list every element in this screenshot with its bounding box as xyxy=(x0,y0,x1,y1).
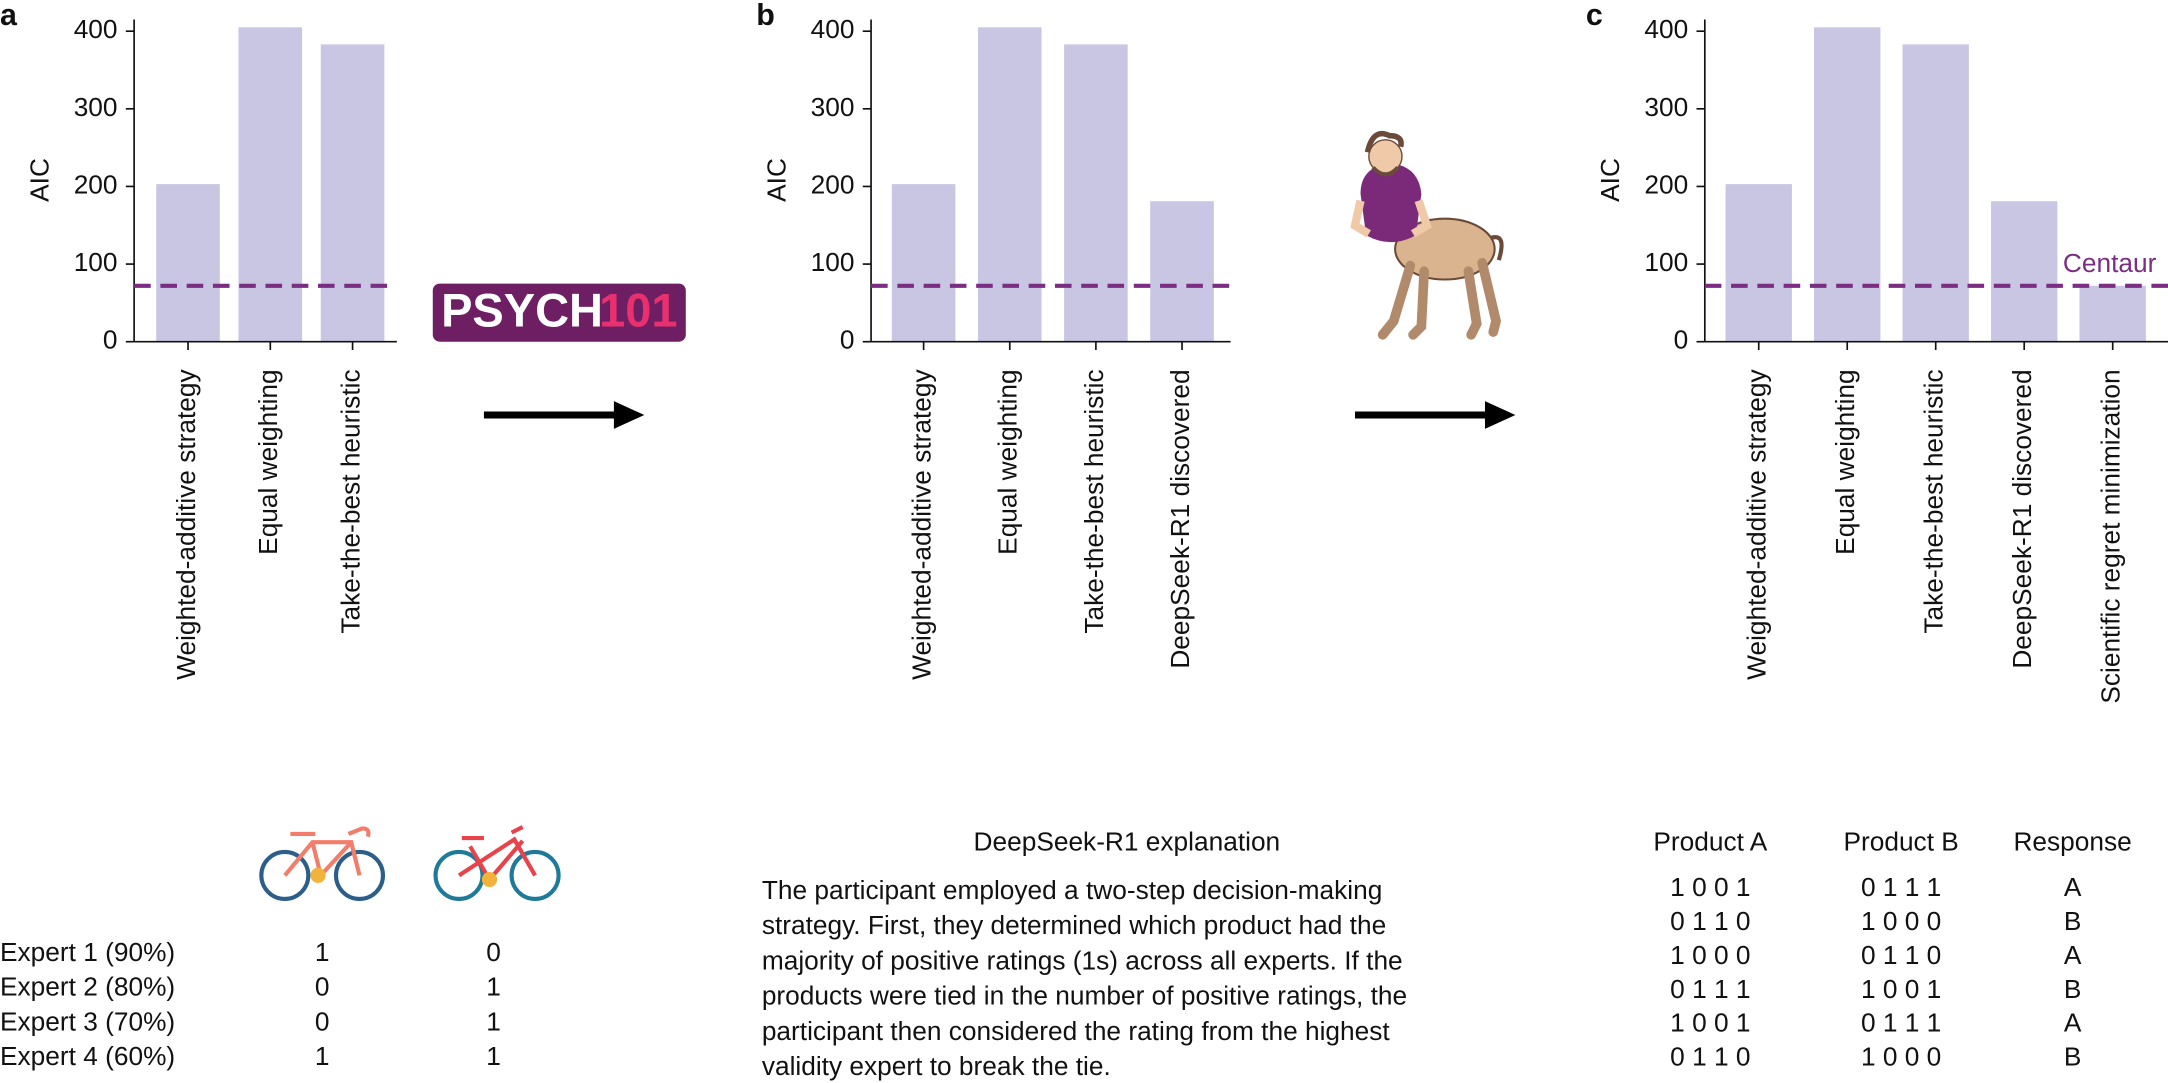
panel-label: a xyxy=(0,0,18,32)
bar xyxy=(238,27,303,342)
bar xyxy=(1150,201,1214,342)
bar xyxy=(320,44,385,342)
y-tick-label: 0 xyxy=(1674,325,1689,355)
bar xyxy=(891,184,956,342)
table-cell: 1 0 0 1 xyxy=(1670,872,1750,902)
table-cell: B xyxy=(2064,974,2082,1004)
table-cell: 0 xyxy=(486,937,501,967)
bike-icon xyxy=(259,826,386,901)
explanation-line: validity expert to break the tie. xyxy=(762,1051,1111,1081)
y-tick-label: 300 xyxy=(1644,92,1688,122)
explanation-line: strategy. First, they determined which p… xyxy=(762,910,1386,940)
y-tick-label: 400 xyxy=(1644,14,1688,44)
table-header: Response xyxy=(2013,827,2131,857)
table-header: Product B xyxy=(1843,827,1958,857)
table-cell: B xyxy=(2064,1042,2082,1072)
explanation-line: majority of positive ratings (1s) across… xyxy=(762,945,1403,975)
table-cell: 0 1 1 0 xyxy=(1861,940,1941,970)
y-tick-label: 300 xyxy=(811,92,855,122)
explanation-line: participant then considered the rating f… xyxy=(762,1016,1391,1046)
table-cell: 1 xyxy=(486,1041,501,1071)
y-tick-label: 0 xyxy=(840,325,855,355)
row-label: Expert 1 (90%) xyxy=(0,937,175,967)
y-tick-label: 100 xyxy=(811,247,855,277)
table-cell: 1 0 0 0 xyxy=(1861,906,1941,936)
centaur-illustration xyxy=(1350,130,1504,340)
table-cell: A xyxy=(2064,940,2082,970)
table-cell: 1 xyxy=(486,972,501,1002)
reference-label: Centaur xyxy=(2063,248,2157,278)
explanation-line: The participant employed a two-step deci… xyxy=(762,875,1382,905)
table-header: Product A xyxy=(1653,827,1767,857)
x-tick-label: DeepSeek-R1 discovered xyxy=(2007,369,2037,668)
table-cell: 1 0 0 0 xyxy=(1670,940,1750,970)
table-cell: 0 1 1 0 xyxy=(1670,1042,1750,1072)
y-axis-title: AIC xyxy=(1595,158,1625,202)
table-cell: 0 1 1 1 xyxy=(1861,872,1941,902)
table-cell: 0 1 1 1 xyxy=(1670,974,1750,1004)
y-tick-label: 0 xyxy=(103,325,118,355)
y-tick-label: 200 xyxy=(74,169,118,199)
bar xyxy=(1902,44,1969,342)
logo-text: PSYCH xyxy=(441,283,603,336)
arrow xyxy=(483,401,645,429)
row-label: Expert 2 (80%) xyxy=(0,972,175,1002)
table-cell: 1 0 0 0 xyxy=(1861,1042,1941,1072)
x-tick-label: Equal weighting xyxy=(1830,369,1860,554)
bar xyxy=(1725,184,1792,342)
bar xyxy=(2079,285,2146,342)
table-cell: 1 0 0 1 xyxy=(1670,1008,1750,1038)
bike-icon xyxy=(433,825,561,901)
x-tick-label: Take-the-best heuristic xyxy=(1079,369,1109,633)
table-cell: A xyxy=(2064,1008,2082,1038)
y-tick-label: 200 xyxy=(1644,169,1688,199)
table-cell: 0 1 1 0 xyxy=(1670,906,1750,936)
table-cell: 1 xyxy=(315,1041,330,1071)
panel-label: b xyxy=(756,0,775,32)
row-label: Expert 4 (60%) xyxy=(0,1041,175,1071)
arrow xyxy=(1355,401,1516,429)
y-axis-title: AIC xyxy=(24,158,54,202)
x-tick-label: Take-the-best heuristic xyxy=(336,369,366,633)
table-cell: 1 0 0 1 xyxy=(1861,974,1941,1004)
x-tick-label: Weighted-additive strategy xyxy=(171,368,201,679)
table-cell: 0 xyxy=(315,1006,330,1036)
logo-text: 101 xyxy=(599,283,677,336)
y-tick-label: 400 xyxy=(811,14,855,44)
x-tick-label: Weighted-additive strategy xyxy=(907,368,937,679)
x-tick-label: Equal weighting xyxy=(993,369,1023,554)
table-cell: 0 xyxy=(315,972,330,1002)
x-tick-label: DeepSeek-R1 discovered xyxy=(1165,369,1195,668)
bar xyxy=(1064,44,1128,342)
x-tick-label: Take-the-best heuristic xyxy=(1919,369,1949,633)
bar xyxy=(156,184,220,342)
y-tick-label: 400 xyxy=(74,14,118,44)
bar xyxy=(1991,201,2058,342)
y-tick-label: 100 xyxy=(74,247,118,277)
y-tick-label: 300 xyxy=(74,92,118,122)
psych101-logo: PSYCH 101 xyxy=(432,283,686,342)
panel-label: c xyxy=(1586,0,1603,32)
row-label: Expert 3 (70%) xyxy=(0,1006,175,1036)
bar xyxy=(977,27,1042,342)
explanation-title: DeepSeek-R1 explanation xyxy=(974,827,1281,857)
table-cell: A xyxy=(2064,872,2082,902)
x-tick-label: Weighted-additive strategy xyxy=(1742,368,1772,679)
table-cell: 0 1 1 1 xyxy=(1861,1008,1941,1038)
y-tick-label: 100 xyxy=(1644,247,1688,277)
y-tick-label: 200 xyxy=(811,169,855,199)
bar xyxy=(1814,27,1881,342)
table-cell: 1 xyxy=(486,1006,501,1036)
x-tick-label: Scientific regret minimization xyxy=(2096,369,2126,703)
y-axis-title: AIC xyxy=(761,158,791,202)
explanation-line: products were tied in the number of posi… xyxy=(762,981,1407,1011)
x-tick-label: Equal weighting xyxy=(253,369,283,554)
table-cell: 1 xyxy=(315,937,330,967)
table-cell: B xyxy=(2064,906,2082,936)
